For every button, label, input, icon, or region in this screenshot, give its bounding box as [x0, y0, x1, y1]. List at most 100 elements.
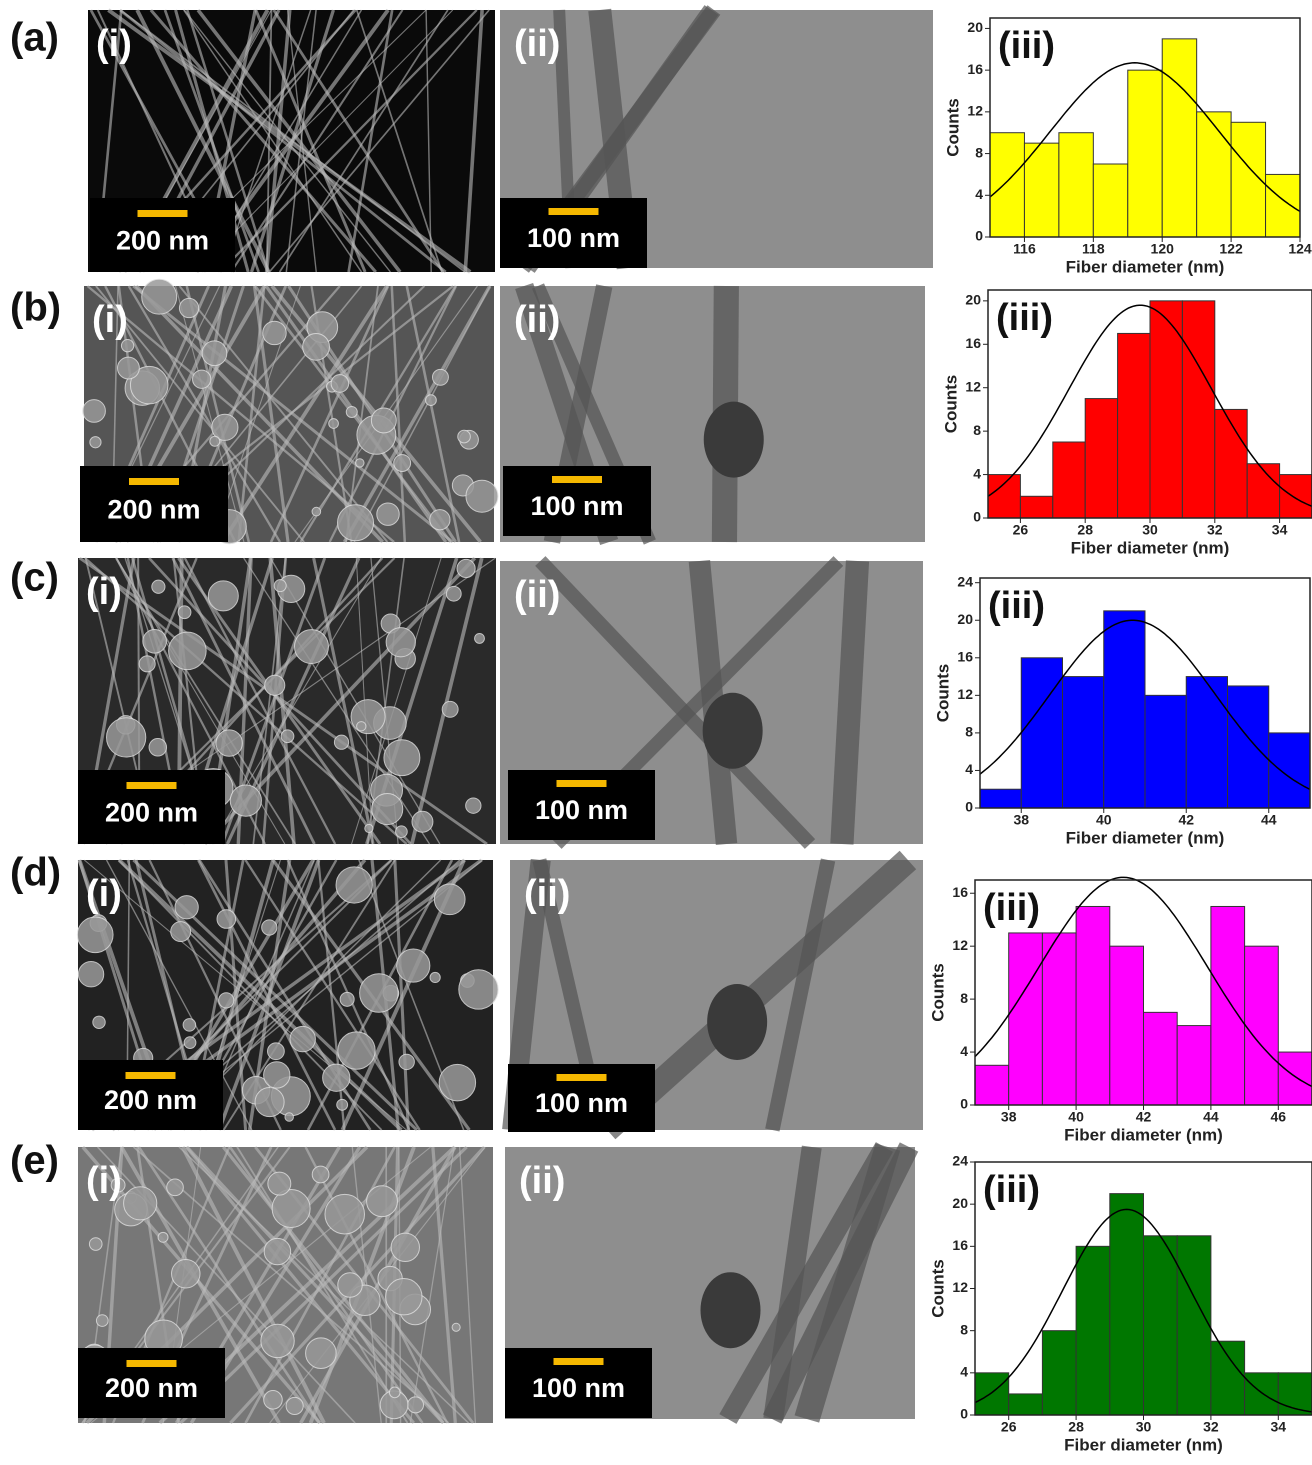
bead [371, 408, 396, 433]
scale-bar [557, 1074, 607, 1081]
x-tick-label: 40 [1096, 812, 1112, 828]
bar [1215, 409, 1247, 518]
bar [980, 789, 1021, 808]
bar [1245, 946, 1279, 1105]
x-tick-label: 30 [1136, 1419, 1152, 1435]
bead [193, 370, 211, 388]
bead [394, 455, 411, 472]
bead [331, 375, 349, 393]
y-tick-label: 0 [965, 799, 973, 815]
x-axis-label: Fiber diameter (nm) [1064, 1435, 1223, 1454]
bead [459, 970, 498, 1009]
x-tick-label: 122 [1219, 241, 1243, 257]
bar [1118, 333, 1150, 518]
x-tick-label: 32 [1203, 1419, 1219, 1435]
bead [230, 785, 261, 816]
scale-bar [127, 1360, 177, 1367]
bead [377, 503, 399, 525]
y-tick-label: 8 [973, 422, 981, 438]
bar [1211, 1341, 1245, 1415]
bead [264, 1391, 283, 1410]
x-tick-label: 42 [1136, 1109, 1152, 1125]
bead [446, 586, 461, 601]
bar [1144, 1012, 1178, 1105]
x-tick-label: 30 [1142, 522, 1158, 538]
bead [274, 580, 286, 592]
scale-label: 200 nm [107, 495, 200, 525]
x-tick-label: 44 [1203, 1109, 1219, 1125]
bead [396, 826, 408, 838]
bead [399, 1054, 414, 1069]
tem-fiber [842, 561, 858, 844]
bar [1053, 442, 1085, 518]
y-tick-label: 12 [952, 1279, 968, 1295]
bar [975, 1065, 1009, 1105]
bead [306, 1338, 337, 1369]
bead [290, 1026, 315, 1051]
bead [255, 1088, 284, 1117]
bar [1228, 686, 1269, 808]
bead [360, 974, 399, 1013]
scale-label: 200 nm [116, 226, 209, 256]
x-axis-label: Fiber diameter (nm) [1064, 1125, 1223, 1144]
scale-label: 100 nm [527, 223, 620, 253]
bead [338, 505, 374, 541]
bar [1266, 174, 1300, 237]
bead [178, 606, 191, 619]
bead [475, 633, 485, 643]
scale-label: 200 nm [105, 798, 198, 828]
bar [1128, 70, 1162, 237]
bead [336, 867, 372, 903]
scale-bar [126, 1072, 176, 1079]
y-tick-label: 16 [952, 1237, 968, 1253]
chart-label: (iii) [998, 25, 1055, 67]
bead [172, 1260, 200, 1288]
bar [1145, 695, 1186, 808]
bead [96, 1315, 108, 1327]
bar [1280, 475, 1312, 518]
x-tick-label: 116 [1013, 241, 1036, 257]
bead [337, 1099, 348, 1110]
bead [386, 628, 415, 657]
y-axis-label: Counts [933, 664, 952, 723]
bead [303, 333, 330, 360]
bar [1042, 1331, 1076, 1415]
bead [158, 1232, 168, 1242]
bar [1197, 112, 1231, 237]
bead [372, 794, 403, 825]
x-tick-label: 34 [1272, 522, 1288, 538]
bead [202, 341, 227, 366]
y-tick-label: 12 [967, 103, 983, 119]
bead [90, 437, 101, 448]
bead [261, 1324, 294, 1357]
x-tick-label: 28 [1068, 1419, 1084, 1435]
tem-label: (ii) [514, 574, 560, 616]
bar [1144, 1236, 1178, 1415]
sem-label: (i) [86, 873, 122, 915]
bead [386, 1279, 422, 1315]
bead [265, 675, 285, 695]
bead [323, 1064, 350, 1091]
bead [334, 735, 348, 749]
bead [77, 917, 113, 953]
sem-label: (i) [92, 299, 128, 341]
bead [142, 279, 177, 314]
y-axis-label: Counts [941, 375, 960, 434]
y-tick-label: 24 [952, 1153, 968, 1169]
y-tick-label: 0 [960, 1096, 968, 1112]
tem-label: (ii) [524, 873, 570, 915]
bar [1093, 164, 1127, 237]
x-axis-label: Fiber diameter (nm) [1066, 257, 1225, 276]
bead [294, 630, 328, 664]
y-tick-label: 4 [975, 186, 983, 202]
bead [143, 629, 167, 653]
bead [268, 1043, 285, 1060]
scale-bar [552, 476, 602, 483]
bead [118, 357, 140, 379]
panel-label: (e) [10, 1139, 59, 1183]
bead [442, 701, 458, 717]
bar [1076, 1246, 1110, 1415]
bead [285, 1113, 293, 1121]
scale-bar [138, 210, 188, 217]
